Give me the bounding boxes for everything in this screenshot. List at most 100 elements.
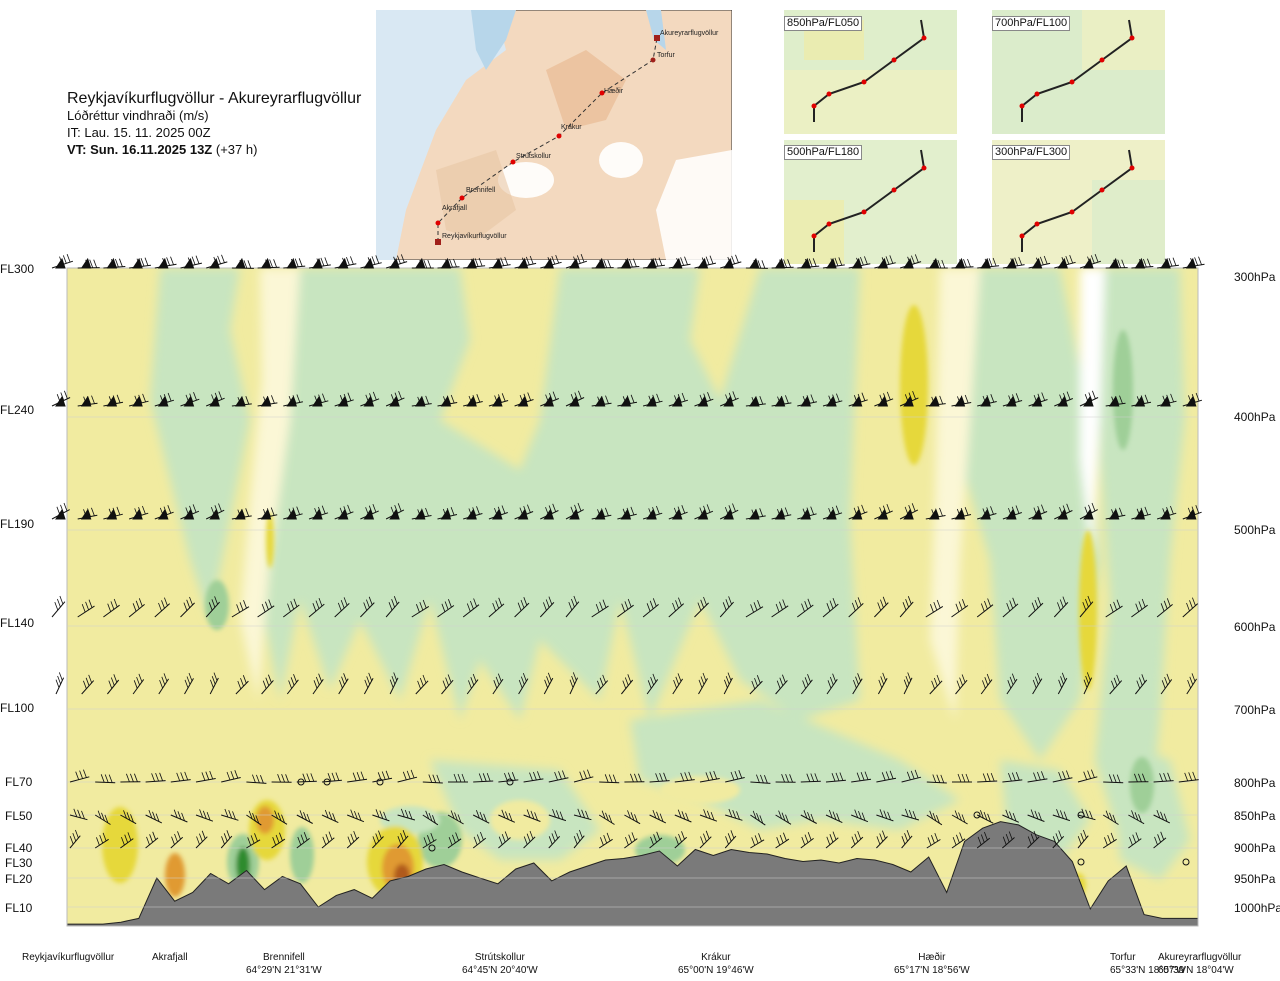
wind-barb-tick — [727, 672, 732, 681]
wind-barb-tick — [880, 676, 885, 685]
wind-barb-tick — [781, 774, 785, 783]
wind-barb-tick — [607, 259, 612, 268]
wind-barb-tick — [474, 258, 479, 267]
wind-barb-tick — [237, 680, 242, 690]
title-block: Reykjavíkurflugvöllur - Akureyrarflugvöl… — [67, 90, 361, 158]
wind-barb-tick — [602, 674, 607, 684]
wind-barb-tick — [544, 679, 548, 688]
wind-barb-tick — [1189, 676, 1194, 685]
wind-barb-tick — [176, 772, 181, 782]
wind-barb-tick — [138, 394, 143, 404]
wind-barb-tick — [306, 813, 311, 823]
wind-barb-tick — [453, 258, 457, 268]
wind-barb-tick — [155, 772, 159, 782]
location-name: Krákur — [701, 952, 731, 963]
wind-barb — [55, 677, 65, 695]
wind-barb-tick — [940, 774, 945, 784]
wind-barb — [1105, 605, 1123, 618]
location-name: Strútskollur — [474, 952, 525, 963]
wind-barb-tick — [111, 259, 115, 268]
wind-barb-tick — [727, 833, 732, 842]
wind-barb-tick — [372, 391, 377, 401]
wind-barb-tick — [608, 774, 613, 783]
wind-barb-tick — [134, 395, 139, 404]
terrain-profile — [67, 821, 1198, 926]
wind-barb-tick — [652, 394, 657, 404]
wind-barb-tick — [545, 599, 550, 608]
wind-barb-tick — [1089, 810, 1093, 820]
wind-barb-tick — [986, 507, 991, 516]
wind-barb-tick — [724, 506, 729, 516]
wind-barb-tick — [237, 509, 242, 518]
wind-barb-tick — [684, 772, 689, 781]
wind-barb-tick — [730, 830, 735, 839]
wind-barb-tick — [252, 813, 256, 822]
wind-barb-tick — [1094, 253, 1099, 263]
wind-barb-tick — [243, 260, 248, 269]
wind-barb-tick — [526, 809, 531, 818]
wind-barb-tick — [201, 830, 206, 839]
wind-barb-tick — [497, 506, 502, 515]
wind-barb-tick — [108, 774, 113, 783]
wind-barb-tick — [241, 508, 246, 518]
wind-barb-tick — [1006, 602, 1011, 612]
wind-barb-tick — [554, 771, 558, 781]
wind-barb-tick — [1138, 814, 1142, 823]
calm-marker — [376, 778, 384, 786]
wind-barb — [539, 602, 555, 618]
wind-barb-tick — [201, 772, 206, 781]
wind-barb-tick — [144, 257, 149, 266]
wind-barb-tick — [1010, 258, 1015, 267]
wind-barb-flag — [903, 257, 914, 269]
fl-label: FL40 — [5, 841, 33, 855]
wind-barb-tick — [759, 508, 764, 517]
wind-barb-tick — [243, 600, 247, 609]
wind-barb-tick — [936, 815, 940, 824]
wind-barb-tick — [684, 256, 688, 265]
wind-barb-tick — [501, 833, 506, 843]
wind-barb-tick — [181, 812, 185, 822]
wind-barb-tick — [545, 507, 549, 516]
wind-barb-tick — [709, 255, 714, 264]
wind-barb-tick — [1198, 256, 1202, 265]
wind-barb-tick — [83, 396, 87, 405]
wind-barb-tick — [1062, 771, 1066, 780]
wind-barb — [1156, 604, 1173, 618]
calm-marker — [1077, 858, 1085, 866]
wind-barb-tick — [908, 809, 913, 819]
wind-barb-tick — [1011, 772, 1016, 781]
wind-barb-tick — [476, 506, 480, 515]
wind-barb-tick — [655, 773, 659, 782]
wind-barb-tick — [855, 676, 859, 685]
wind-barb-tick — [1060, 676, 1064, 685]
wind-barb-tick — [1190, 257, 1194, 267]
wind-barb-tick — [427, 835, 431, 844]
wind-barb-tick — [75, 829, 79, 839]
wind-barb-tick — [650, 258, 655, 267]
wind-barb-tick — [601, 508, 605, 517]
wind-barb-tick — [802, 680, 806, 689]
wind-barb-tick — [335, 772, 340, 781]
wind-barb-flag — [440, 508, 452, 520]
wind-barb-flag — [543, 395, 554, 407]
wind-barb-tick — [698, 679, 703, 689]
wind-barb-tick — [1062, 596, 1067, 605]
wind-barb-tick — [247, 837, 252, 846]
wind-barb-tick — [659, 813, 664, 822]
wind-barb-tick — [483, 813, 487, 822]
wind-barb-tick — [784, 507, 789, 516]
wind-barb-tick — [779, 601, 783, 610]
wind-barb-tick — [62, 255, 67, 264]
wind-barb-tick — [939, 395, 944, 405]
wind-barb-tick — [363, 602, 368, 611]
wind-barb-tick — [121, 836, 125, 846]
wind-barb-tick — [520, 676, 525, 685]
wind-barb-flag — [55, 508, 66, 520]
wind-barb-tick — [777, 396, 781, 405]
wind-barb-tick — [218, 391, 223, 400]
wind-barb-tick — [124, 834, 129, 843]
wind-barb-tick — [732, 391, 737, 400]
wind-barb-tick — [757, 260, 762, 269]
wind-barb-tick — [603, 259, 608, 268]
wind-barb-tick — [495, 676, 500, 686]
